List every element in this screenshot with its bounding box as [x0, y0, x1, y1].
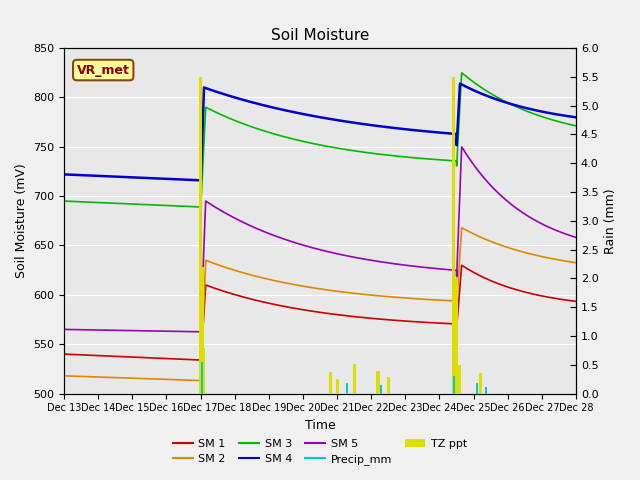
Bar	[380, 385, 383, 394]
Bar	[335, 379, 339, 394]
Bar	[329, 372, 332, 394]
Bar	[202, 348, 205, 394]
Bar	[199, 77, 202, 394]
Bar	[201, 267, 204, 394]
Bar	[458, 365, 461, 394]
Bar	[479, 373, 482, 394]
Text: VR_met: VR_met	[77, 63, 130, 76]
Bar	[452, 376, 455, 394]
Title: Soil Moisture: Soil Moisture	[271, 28, 369, 43]
Bar	[376, 371, 380, 394]
Y-axis label: Soil Moisture (mV): Soil Moisture (mV)	[15, 163, 28, 278]
Bar	[452, 77, 454, 394]
Bar	[353, 364, 356, 394]
Legend: SM 1, SM 2, SM 3, SM 4, SM 5, Precip_mm, TZ ppt: SM 1, SM 2, SM 3, SM 4, SM 5, Precip_mm,…	[168, 434, 472, 469]
Bar	[387, 377, 390, 394]
Bar	[200, 362, 203, 394]
Bar	[346, 383, 348, 394]
X-axis label: Time: Time	[305, 419, 335, 432]
Y-axis label: Rain (mm): Rain (mm)	[604, 188, 617, 253]
Bar	[484, 387, 486, 394]
Bar	[476, 383, 478, 394]
Bar	[455, 278, 458, 394]
